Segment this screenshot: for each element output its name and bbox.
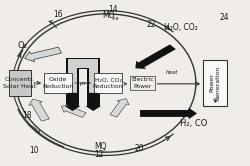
Text: H₂, CO: H₂, CO [180, 119, 207, 128]
Text: p+r: p+r [78, 81, 89, 85]
FancyArrow shape [61, 105, 86, 117]
Text: MO: MO [102, 11, 115, 20]
Text: Power
Generation: Power Generation [210, 65, 221, 101]
Text: 18: 18 [22, 111, 32, 120]
FancyArrow shape [110, 99, 129, 117]
FancyArrow shape [85, 93, 101, 111]
Text: heat: heat [166, 70, 178, 75]
Text: MO: MO [94, 142, 106, 151]
Text: x-a: x-a [112, 16, 120, 21]
Text: 20: 20 [134, 144, 144, 153]
FancyBboxPatch shape [88, 66, 98, 105]
FancyBboxPatch shape [66, 65, 79, 106]
FancyBboxPatch shape [203, 60, 228, 106]
Text: H₂O, CO₂
Reduction: H₂O, CO₂ Reduction [93, 77, 123, 89]
Text: 16: 16 [53, 10, 62, 19]
Text: 12: 12 [94, 150, 104, 159]
FancyBboxPatch shape [130, 76, 155, 90]
Text: Concentr.
Solar Heat: Concentr. Solar Heat [4, 77, 36, 89]
FancyBboxPatch shape [68, 59, 98, 68]
FancyArrow shape [65, 93, 80, 111]
FancyBboxPatch shape [94, 73, 122, 93]
FancyArrow shape [25, 47, 62, 62]
Text: x: x [103, 147, 106, 152]
Text: Oxide
Reduction: Oxide Reduction [42, 77, 74, 89]
Text: 14: 14 [108, 5, 118, 14]
FancyBboxPatch shape [44, 73, 72, 93]
Text: 10: 10 [30, 146, 39, 155]
Text: Electric
Power: Electric Power [131, 77, 154, 89]
FancyArrow shape [140, 108, 197, 119]
Text: 22: 22 [146, 20, 156, 29]
FancyBboxPatch shape [68, 66, 78, 105]
FancyArrow shape [135, 44, 176, 69]
FancyArrow shape [29, 99, 49, 121]
FancyBboxPatch shape [87, 65, 100, 106]
FancyBboxPatch shape [9, 70, 31, 96]
Text: H₂O, CO₂: H₂O, CO₂ [164, 23, 198, 32]
Text: 24: 24 [219, 13, 229, 22]
Text: O₂: O₂ [18, 41, 27, 50]
FancyBboxPatch shape [66, 58, 100, 69]
